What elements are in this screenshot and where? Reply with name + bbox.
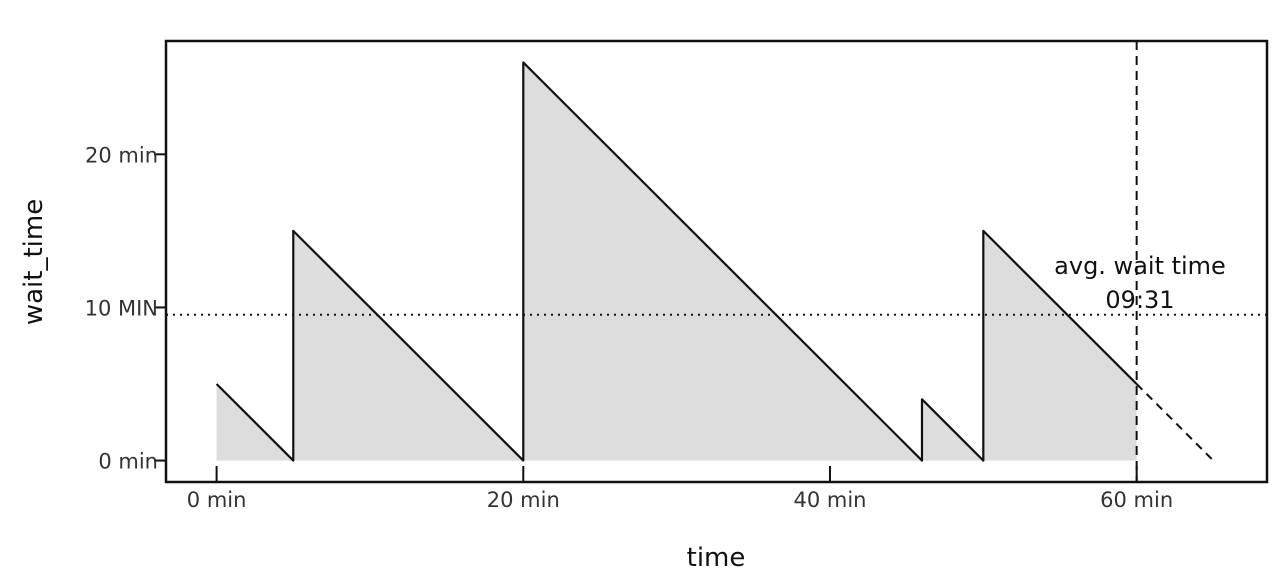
- annotation-label: avg. wait time: [1054, 252, 1226, 280]
- plot-frame: [164, 39, 1269, 484]
- y-axis-title: wait_time: [19, 199, 49, 325]
- y-tick-label: 20 min: [85, 143, 158, 167]
- x-axis: 0 min 20 min 40 min 60 min: [187, 466, 1173, 512]
- x-tick-label: 20 min: [487, 488, 560, 512]
- x-tick-label: 0 min: [187, 488, 247, 512]
- series-layer: [215, 61, 1138, 462]
- x-axis-title: time: [687, 543, 746, 573]
- y-tick-label: 0 min: [98, 450, 158, 474]
- y-axis: 0 min 10 MIN 20 min: [85, 143, 166, 474]
- reference-layer: [166, 41, 1267, 482]
- series-area: [216, 62, 1137, 461]
- projection-line: [1135, 383, 1215, 462]
- y-tick-label: 10 MIN: [85, 296, 158, 320]
- series-line: [215, 61, 1138, 462]
- x-tick-label: 60 min: [1100, 488, 1173, 512]
- x-tick-label: 40 min: [793, 488, 866, 512]
- annotation-value: 09:31: [1105, 286, 1174, 314]
